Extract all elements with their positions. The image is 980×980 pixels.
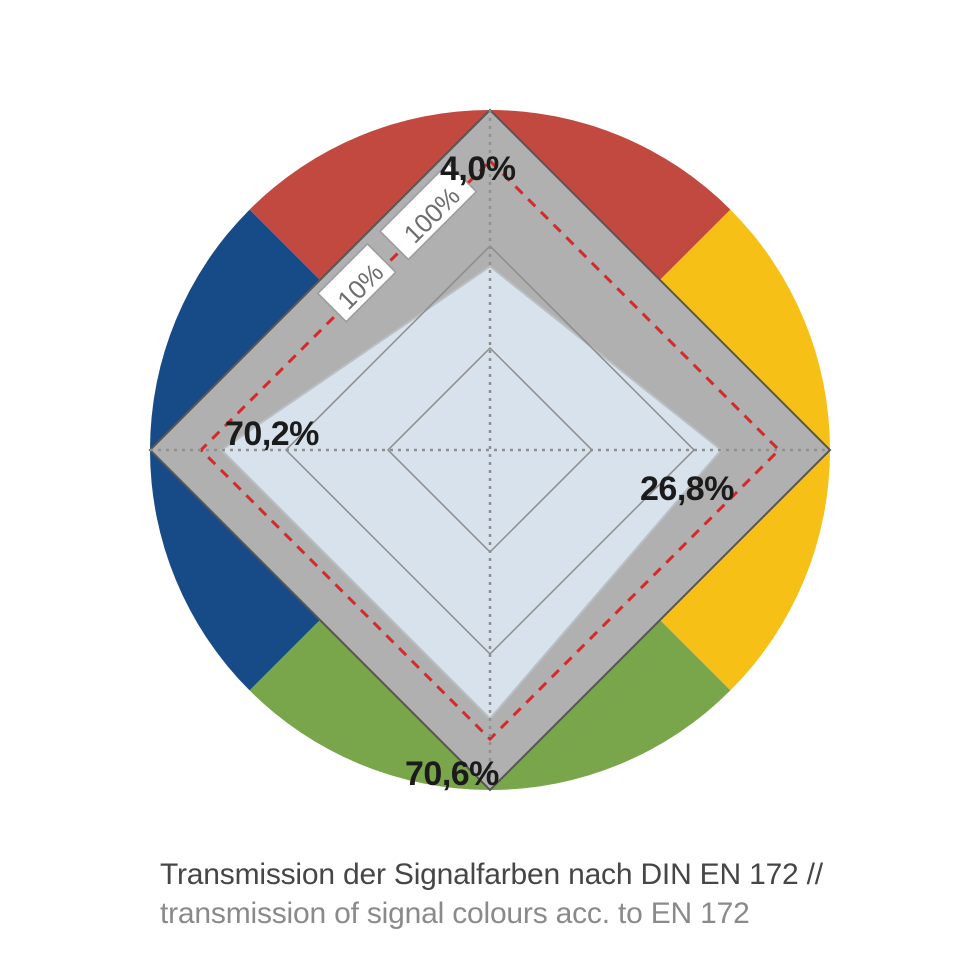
value-label-left: 70,2%: [225, 415, 319, 454]
caption-line-en: transmission of signal colours acc. to E…: [160, 894, 823, 933]
caption-line-de: Transmission der Signalfarben nach DIN E…: [160, 855, 823, 894]
value-label-bottom: 70,6%: [405, 755, 499, 794]
chart-container: { "chart": { "type": "radar", "backgroun…: [0, 0, 980, 980]
radar-chart: 100%10%: [0, 0, 980, 980]
value-label-right: 26,8%: [640, 470, 734, 509]
caption: Transmission der Signalfarben nach DIN E…: [160, 855, 823, 933]
value-label-top: 4,0%: [440, 150, 516, 189]
